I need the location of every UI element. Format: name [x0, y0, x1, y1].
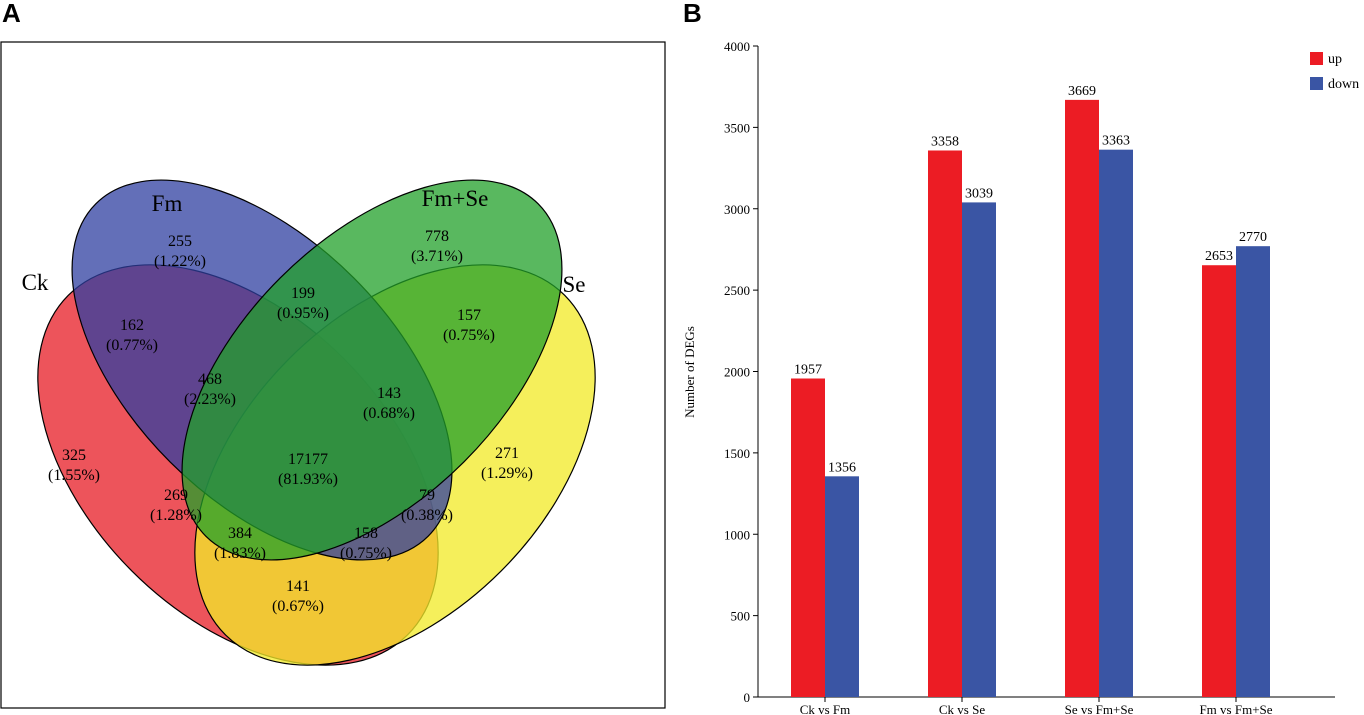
venn-region-count: 158	[354, 525, 378, 542]
bar-up	[1065, 99, 1099, 698]
bar-value-label: 3363	[1102, 134, 1130, 149]
venn-region-count: 79	[419, 487, 435, 504]
venn-region-percent: (2.23%)	[184, 391, 236, 408]
venn-set-label-fm-se: Fm+Se	[422, 186, 489, 211]
bar-value-label: 1957	[794, 362, 822, 377]
venn-region-percent: (0.75%)	[340, 545, 392, 562]
bar-up	[791, 378, 825, 697]
bar-up	[1202, 265, 1236, 697]
bar-value-label: 2770	[1239, 230, 1267, 245]
venn-set-label-fm: Fm	[152, 191, 183, 216]
y-tick-label: 1500	[724, 446, 750, 461]
panel-a: A Ck Fm Fm+Se Se 325 (1.55%) 255 (1.22%)…	[0, 0, 666, 709]
y-tick-label: 0	[744, 690, 751, 705]
venn-region-count: 325	[62, 447, 86, 464]
y-tick-label: 2500	[724, 283, 750, 298]
legend-swatch-down	[1310, 77, 1323, 90]
y-axis-title: Number of DEGs	[682, 326, 697, 418]
y-tick-label: 3500	[724, 120, 750, 135]
venn-region-count: 269	[164, 487, 188, 504]
bar-value-label: 3358	[931, 134, 959, 149]
venn-region-labels: 325 (1.55%) 255 (1.22%) 778 (3.71%) 271 …	[48, 228, 533, 615]
bar-value-label: 3669	[1068, 84, 1096, 99]
venn-ellipses	[37, 179, 596, 666]
venn-region-count: 778	[425, 228, 449, 245]
venn-region-count: 143	[377, 385, 401, 402]
venn-region-percent: (1.28%)	[150, 507, 202, 524]
venn-region-percent: (0.68%)	[363, 405, 415, 422]
y-tick-label: 3000	[724, 202, 750, 217]
venn-region-count: 162	[120, 317, 144, 334]
venn-region-percent: (1.55%)	[48, 467, 100, 484]
panel-a-letter: A	[2, 0, 21, 28]
venn-region-percent: (81.93%)	[278, 471, 338, 488]
y-ticks: 0 500 1000 1500 2000 2500 3000 3500 4000	[724, 39, 758, 705]
venn-region-count: 271	[495, 445, 519, 462]
bar-down	[1236, 246, 1270, 697]
bar-down	[1099, 149, 1133, 697]
venn-region-count: 141	[286, 578, 310, 595]
x-tick-label: Ck vs Se	[939, 702, 985, 715]
bar-up	[928, 150, 962, 698]
venn-set-label-se: Se	[563, 272, 586, 297]
venn-region-percent: (3.71%)	[411, 248, 463, 265]
y-tick-label: 1000	[724, 527, 750, 542]
venn-region-percent: (1.83%)	[214, 545, 266, 562]
legend-label-down: down	[1328, 77, 1359, 92]
bar-down	[962, 202, 996, 697]
venn-region-percent: (0.38%)	[401, 507, 453, 524]
venn-region-count: 255	[168, 233, 192, 250]
bar-value-label: 1356	[828, 460, 856, 475]
venn-region-count: 199	[291, 285, 315, 302]
venn-region-percent: (0.67%)	[272, 598, 324, 615]
venn-frame	[0, 41, 666, 709]
venn-region-count: 17177	[288, 451, 328, 468]
venn-region-count: 468	[198, 371, 222, 388]
panel-b: B Number of DEGs 0 500 1000 1500 2000 2500 300…	[682, 0, 1359, 715]
y-tick-label: 2000	[724, 365, 750, 380]
legend: up down	[1310, 52, 1359, 92]
venn-region-percent: (0.77%)	[106, 337, 158, 354]
y-tick-label: 500	[731, 609, 751, 624]
bars: 1957 1356 3358 3039 3669 3363 2653 2770	[791, 84, 1270, 698]
panel-b-letter: B	[683, 0, 702, 28]
x-tick-label: Se vs Fm+Se	[1065, 702, 1134, 715]
bar-value-label: 3039	[965, 186, 993, 201]
venn-region-percent: (0.95%)	[277, 305, 329, 322]
bar-plot: Number of DEGs 0 500 1000 1500 2000 2500 3000 3…	[682, 39, 1335, 715]
legend-label-up: up	[1328, 52, 1342, 67]
venn-set-label-ck: Ck	[22, 270, 49, 295]
venn-set-labels: Ck Fm Fm+Se Se	[22, 186, 586, 297]
legend-swatch-up	[1310, 52, 1323, 65]
x-ticks: Ck vs Fm Ck vs Se Se vs Fm+Se Fm vs Fm+Se	[800, 697, 1273, 715]
venn-region-count: 157	[457, 307, 481, 324]
x-tick-label: Fm vs Fm+Se	[1199, 702, 1272, 715]
venn-ellipse-fm-se	[181, 179, 563, 561]
y-tick-label: 4000	[724, 39, 750, 54]
bar-value-label: 2653	[1205, 249, 1233, 264]
venn-region-percent: (1.29%)	[481, 465, 533, 482]
venn-region-count: 384	[228, 525, 252, 542]
venn-region-percent: (0.75%)	[443, 327, 495, 344]
bar-down	[825, 476, 859, 697]
venn-region-percent: (1.22%)	[154, 253, 206, 270]
x-tick-label: Ck vs Fm	[800, 702, 851, 715]
